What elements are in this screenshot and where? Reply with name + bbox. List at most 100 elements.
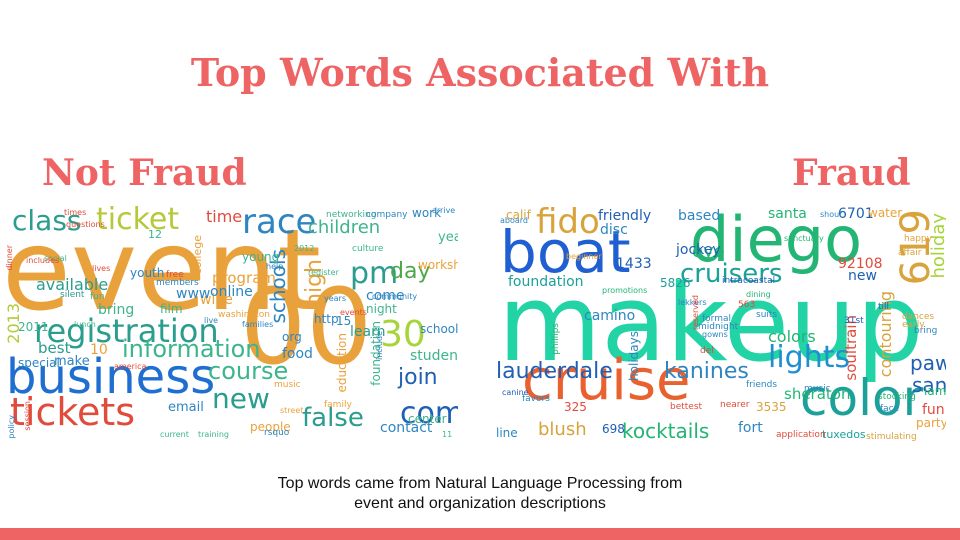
cloud-word: youth: [130, 266, 165, 280]
cloud-word: include: [375, 331, 384, 360]
cloud-word: dinner: [5, 245, 14, 271]
cloud-word: shout: [820, 210, 843, 219]
cloud-word: work: [412, 206, 442, 220]
cloud-word: eye: [692, 241, 725, 262]
cloud-word: fido: [536, 205, 600, 242]
cloud-word: makeup: [498, 262, 924, 385]
cloud-word: current: [160, 430, 189, 439]
cloud-word: water: [868, 206, 903, 220]
cloud-word: kanines: [664, 359, 749, 384]
cloud-word: years: [324, 294, 347, 303]
cloud-word: favors: [522, 394, 550, 404]
cloud-word: america: [114, 362, 147, 371]
cloud-word: stocking: [878, 392, 916, 402]
cloud-word: 12: [148, 228, 162, 241]
cloud-word: wine: [200, 292, 233, 308]
cloud-word: networking: [326, 210, 377, 220]
cloud-word: race: [242, 205, 317, 242]
cloud-word: 2011: [18, 320, 49, 334]
cloud-word: music: [274, 380, 301, 390]
cloud-word: 325: [564, 400, 587, 414]
cloud-word: lekkers: [678, 298, 707, 307]
cloud-word: events: [340, 308, 367, 317]
cloud-word: 1433: [616, 256, 652, 272]
cloud-word: san: [912, 373, 946, 397]
cloud-word: fun: [922, 402, 945, 418]
cloud-word: times: [64, 208, 87, 217]
cloud-word: food: [282, 346, 313, 362]
cloud-word: washington: [218, 310, 270, 320]
cloud-word: children: [308, 217, 381, 238]
cloud-word: stimulating: [866, 432, 917, 442]
caption: Top words came from Natural Language Pro…: [0, 474, 960, 514]
cloud-word: people: [250, 420, 291, 434]
cloud-word: includes: [26, 256, 60, 265]
fraud-heading: Fraud: [792, 152, 911, 194]
cloud-word: course: [208, 357, 289, 385]
cloud-word: email: [168, 400, 204, 415]
cloud-word: diego: [690, 205, 863, 276]
cloud-word: intracoastal: [722, 276, 776, 286]
cloud-word: register: [308, 268, 339, 277]
cloud-word: http: [314, 312, 339, 326]
cloud-word: del: [700, 346, 714, 356]
cloud-word: class: [12, 205, 82, 237]
cloud-word: blush: [538, 419, 587, 440]
footer-accent-bar: [0, 528, 960, 540]
cloud-word: community: [372, 292, 418, 301]
cloud-word: school: [420, 322, 458, 336]
cloud-word: session: [23, 401, 32, 431]
cloud-word: camino: [584, 308, 636, 324]
cloud-word: friendly: [598, 208, 652, 224]
cloud-word: street: [280, 406, 304, 415]
cloud-word: lauderdale: [496, 359, 613, 384]
cloud-word: lives: [92, 264, 111, 273]
cloud-word: rsquo: [264, 428, 290, 438]
cloud-word: calif: [506, 208, 531, 222]
cloud-word: lights: [768, 340, 851, 375]
cloud-word: contact: [380, 420, 433, 436]
cloud-word: company: [366, 210, 408, 220]
cloud-word: foundation: [508, 274, 584, 290]
cloud-word: come: [366, 288, 405, 304]
cloud-word: face: [880, 404, 900, 414]
cloud-word: policy: [7, 415, 16, 439]
cloud-word: education: [335, 333, 349, 393]
cloud-word: arrive: [432, 206, 456, 215]
cloud-word: make: [54, 354, 90, 369]
cloud-word: cruise: [522, 348, 691, 413]
cloud-word: 92108: [838, 256, 883, 272]
cloud-word: reserved: [691, 295, 700, 331]
cloud-word: bring: [914, 326, 938, 336]
cloud-word: boat: [500, 218, 631, 286]
cloud-word: learn: [350, 324, 386, 340]
cloud-word: 00: [240, 266, 373, 388]
caption-line-1: Top words came from Natural Language Pro…: [277, 475, 683, 492]
cloud-word: 31st: [844, 316, 864, 326]
cloud-word: lunch: [74, 320, 96, 329]
cloud-word: 6701: [838, 206, 874, 222]
cloud-word: day: [390, 259, 431, 284]
cloud-word: holidays: [627, 331, 641, 381]
cloud-word: 10: [90, 342, 108, 358]
cloud-word: canine: [502, 388, 529, 397]
cloud-word: www: [176, 286, 211, 302]
cloud-word: ticket: [96, 205, 180, 237]
cloud-word: year: [438, 230, 458, 245]
cloud-word: gowns: [702, 330, 728, 339]
cloud-word: midnight: [698, 322, 739, 332]
cloud-word: sanctuary: [784, 234, 824, 243]
cloud-word: disc: [600, 222, 628, 238]
cloud-word: 30: [380, 314, 426, 355]
cloud-word: family: [324, 400, 352, 410]
cloud-word: new: [848, 268, 877, 284]
cloud-word: program: [212, 269, 277, 287]
cloud-word: bettest: [670, 402, 703, 412]
cloud-word: kocktails: [622, 419, 710, 443]
cloud-word: dining: [746, 290, 771, 299]
cloud-word: help: [266, 262, 284, 271]
slide-title: Top Words Associated With: [190, 50, 770, 95]
cloud-word: suits: [756, 310, 778, 320]
cloud-word: young: [242, 250, 280, 264]
not-fraud-word-cloud: event 00 business tickets registration ticket…: [4, 205, 458, 445]
